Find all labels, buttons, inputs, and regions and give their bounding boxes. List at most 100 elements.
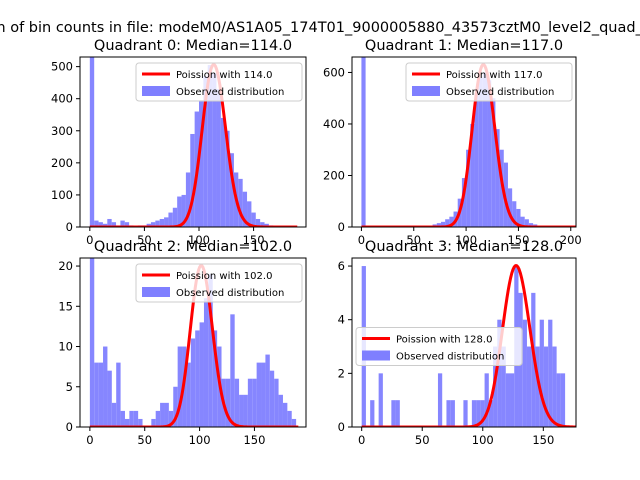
histogram-bar [102, 223, 108, 227]
histogram-bar [186, 362, 191, 427]
histogram-bar [207, 65, 213, 227]
histogram-bar [449, 216, 454, 227]
histogram-bar [234, 378, 240, 427]
histogram-bar [247, 378, 253, 427]
histogram-bar [378, 373, 383, 427]
histogram-bar [497, 319, 502, 427]
histogram-bar [190, 133, 195, 227]
subplot-quadrant-2: 0 50 100 150 0 5 10 15 20 Quadrant 2: Median=102.… [58, 239, 307, 447]
subplot-title: Quadrant 2: Median=102.0 [94, 239, 292, 255]
legend-hist-swatch [412, 86, 440, 96]
x-tick-label: 50 [137, 433, 152, 447]
axes-frame [351, 257, 577, 428]
histogram-bar [526, 346, 532, 427]
histogram-bar [116, 362, 121, 427]
histogram-bar [539, 319, 544, 427]
histogram-bar [225, 130, 230, 227]
histogram-bar [361, 57, 366, 227]
y-tick-label: 0 [338, 420, 345, 434]
histogram-bar [120, 410, 125, 427]
histogram-bar [476, 400, 481, 427]
histogram-bar [203, 298, 209, 427]
histogram-bar [260, 222, 265, 227]
x-tick-label: 100 [189, 433, 211, 447]
histogram-bar [212, 73, 217, 227]
legend-hist-label: Observed distribution [176, 87, 284, 98]
histogram-bar [220, 117, 226, 227]
y-tick-label: 2 [338, 366, 345, 380]
y-tick-label: 200 [323, 168, 345, 182]
histogram-bar [278, 394, 283, 427]
histogram-bar [111, 222, 117, 227]
subplot-title: Quadrant 0: Median=114.0 [94, 38, 292, 54]
histogram-bar [238, 178, 243, 227]
histogram-bar [242, 191, 248, 227]
histogram-bar [172, 207, 178, 227]
subplot-title: Quadrant 3: Median=128.0 [365, 239, 563, 255]
legend: Poission with 128.0 Observed distribution [355, 327, 523, 366]
y-tick-label: 20 [58, 259, 73, 273]
histogram-bar [151, 418, 156, 427]
x-tick-label: 100 [472, 433, 494, 447]
histogram-bar [463, 400, 468, 427]
histogram-bar [512, 201, 517, 227]
histogram-bar [216, 89, 221, 227]
y-tick-label: 200 [51, 156, 73, 170]
histogram-bar [560, 373, 566, 427]
histogram-bar [107, 218, 112, 227]
legend-curve-label: Poission with 114.0 [176, 70, 272, 81]
histogram-bar [89, 258, 95, 427]
legend-box [135, 263, 303, 303]
histogram-bar [466, 149, 471, 227]
histogram-bar [291, 418, 297, 427]
y-tick-label: 400 [51, 92, 73, 106]
x-tick-label: 0 [86, 433, 93, 447]
histogram-bar [212, 330, 218, 427]
histogram-bar [256, 362, 262, 427]
histogram-bar [484, 373, 489, 427]
histogram-bar [107, 370, 112, 427]
legend-box [355, 327, 523, 366]
histogram-bar [287, 410, 292, 427]
histogram-bar [470, 123, 475, 227]
plot-area [89, 57, 298, 227]
y-tick-label: 0 [338, 220, 345, 234]
y-tick-label: 100 [51, 188, 73, 202]
histogram-bar [524, 219, 529, 227]
x-tick-label: 100 [455, 233, 477, 247]
x-tick-label: 50 [137, 233, 152, 247]
legend-curve-label: Poission with 102.0 [176, 271, 272, 282]
x-tick-label: 0 [358, 233, 365, 247]
y-tick-label: 0 [66, 420, 73, 434]
y-tick-label: 400 [323, 117, 345, 131]
histogram-bar [535, 346, 540, 427]
histogram-bar [474, 93, 479, 227]
histogram-bar [124, 418, 130, 427]
histogram-bar [251, 212, 256, 227]
histogram-bar [543, 346, 549, 427]
histogram-bar [129, 410, 134, 427]
x-tick-label: 50 [406, 233, 421, 247]
histogram-bar [440, 221, 446, 227]
histogram-bar [199, 100, 204, 227]
legend-box [135, 62, 303, 102]
x-tick-label: 150 [532, 433, 554, 447]
histogram-bar [461, 178, 467, 227]
x-tick-label: 0 [86, 233, 93, 247]
histogram-bar [146, 223, 151, 227]
histogram-bar [168, 410, 174, 427]
y-tick-label: 6 [338, 259, 345, 273]
histogram-bar [265, 354, 270, 427]
histogram-bar [111, 402, 117, 427]
histogram-bar [168, 212, 173, 227]
histogram-bar [208, 274, 213, 427]
histogram-bar [261, 362, 266, 427]
histogram-bar [120, 220, 125, 227]
histogram-bar [177, 346, 183, 427]
histogram-bar [556, 373, 561, 427]
legend-hist-swatch [142, 86, 170, 96]
histogram-bar [501, 346, 506, 427]
histogram-bar [239, 394, 244, 427]
histogram-bar [436, 223, 441, 227]
